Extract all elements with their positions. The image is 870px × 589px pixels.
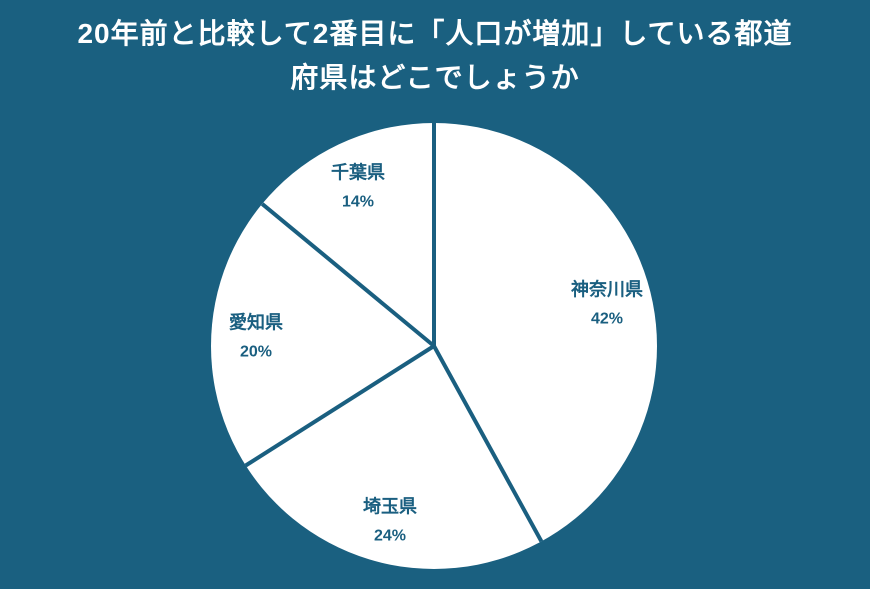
slice-divider (260, 202, 436, 348)
slice-divider (244, 344, 436, 468)
title-line-2: 府県はどこでしょうか (290, 62, 580, 93)
title-line-1: 20年前と比較して2番目に「人口が増加」している都道 (77, 18, 793, 49)
page-title: 20年前と比較して2番目に「人口が増加」している都道 府県はどこでしょうか (0, 12, 870, 100)
slice-divider (432, 345, 544, 543)
